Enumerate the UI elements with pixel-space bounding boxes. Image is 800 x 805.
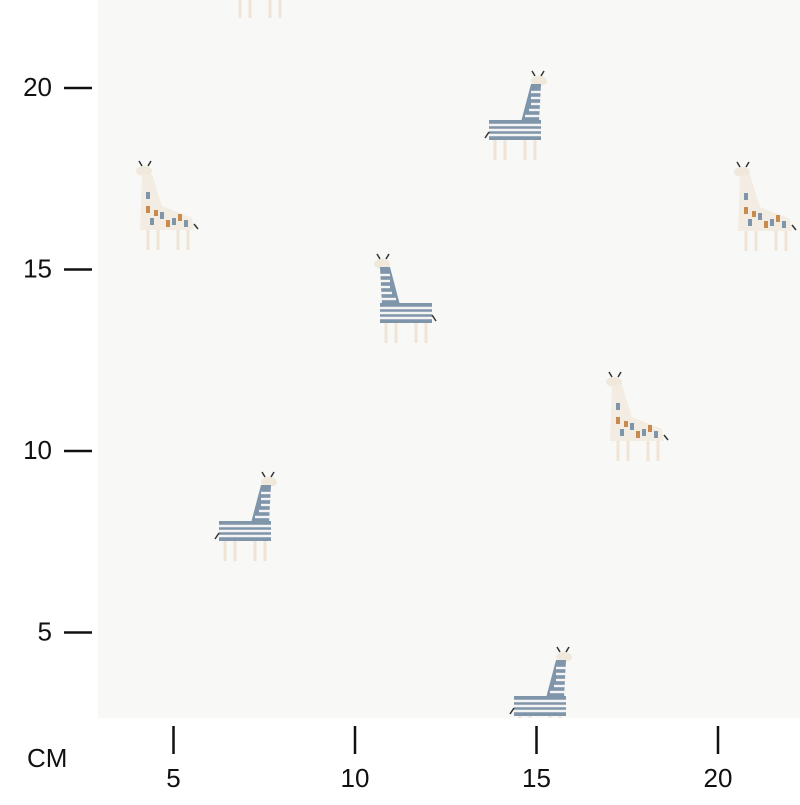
ruler-label: 5 <box>38 616 52 646</box>
ruler-label: 10 <box>341 763 370 793</box>
ruler-label: 20 <box>23 72 52 102</box>
unit-label: CM <box>27 743 67 773</box>
ruler-label: 20 <box>704 763 733 793</box>
fabric <box>98 0 800 718</box>
ruler-label: 5 <box>166 763 180 793</box>
ruler-label: 15 <box>23 253 52 283</box>
ruler-label: 15 <box>522 763 551 793</box>
ruler-label: 10 <box>23 435 52 465</box>
